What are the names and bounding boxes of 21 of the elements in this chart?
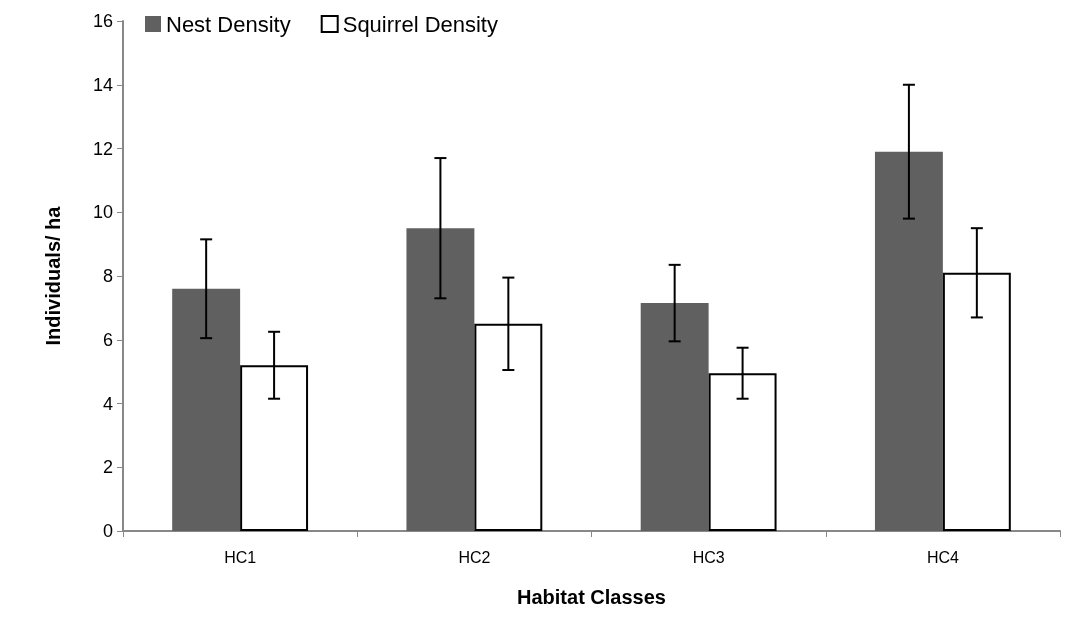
x-tick-label: HC2 [458, 548, 491, 566]
y-tick-label: 14 [92, 74, 113, 95]
x-axis-title: Habitat Classes [517, 586, 666, 608]
bar [406, 228, 475, 531]
bar [640, 303, 709, 531]
legend-label: Squirrel Density [342, 11, 498, 37]
x-tick-label: HC1 [224, 548, 257, 566]
y-tick-label: 12 [92, 138, 113, 159]
y-tick-label: 2 [102, 457, 113, 478]
x-tick-label: HC4 [926, 548, 959, 566]
legend-label: Nest Density [166, 11, 291, 37]
y-axis-title: Individuals/ ha [42, 205, 64, 346]
y-tick-label: 8 [102, 266, 113, 286]
y-tick-label: 4 [102, 393, 113, 414]
x-tick-label: HC3 [692, 548, 725, 566]
bar [172, 288, 241, 531]
y-tick-label: 0 [102, 521, 113, 541]
y-tick-label: 6 [102, 329, 113, 350]
y-tick-label: 10 [92, 202, 113, 223]
y-tick-label: 16 [92, 11, 113, 31]
bar [874, 151, 943, 531]
